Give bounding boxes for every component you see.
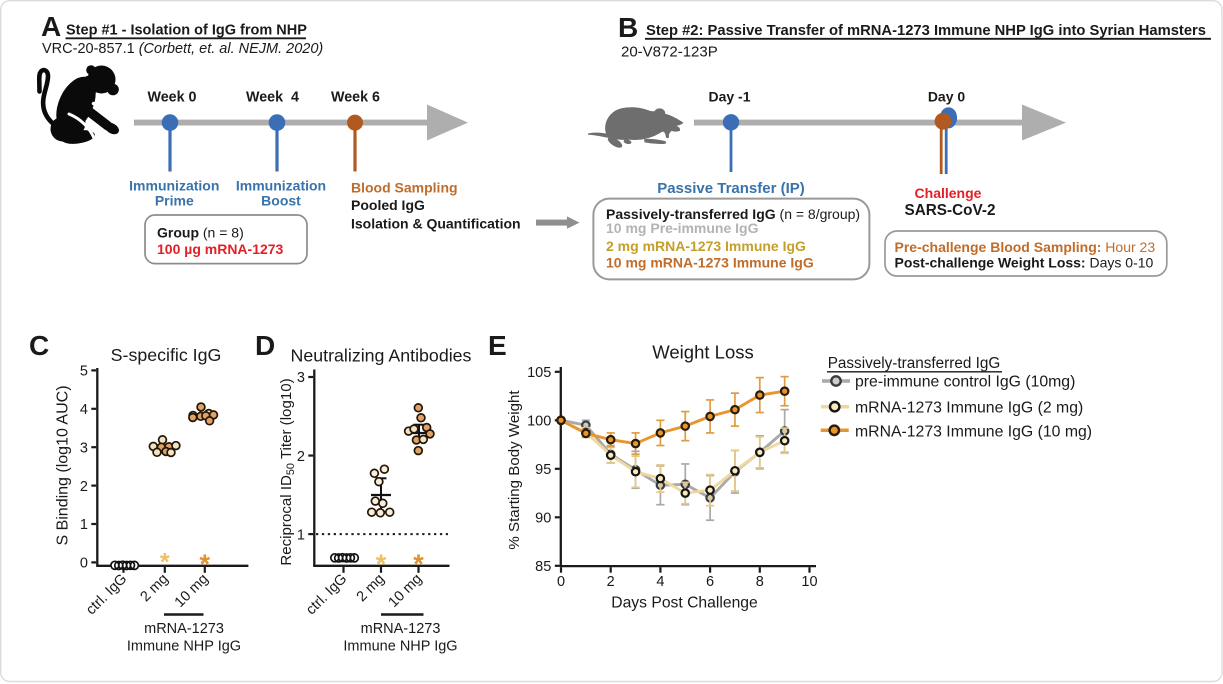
svg-text:Blood Sampling: Blood Sampling	[351, 180, 458, 196]
svg-text:Step #1 - Isolation of IgG fro: Step #1 - Isolation of IgG from NHP	[66, 23, 307, 39]
svg-text:Pre-challenge Blood Sampling:: Pre-challenge Blood Sampling: Hour 23	[895, 239, 1156, 255]
svg-text:mRNA-1273 Immune IgG (10 mg): mRNA-1273 Immune IgG (10 mg)	[855, 423, 1092, 440]
svg-text:S-specific IgG: S-specific IgG	[111, 345, 222, 365]
svg-text:6: 6	[706, 574, 714, 590]
svg-text:100 µg mRNA-1273: 100 µg mRNA-1273	[157, 241, 284, 257]
svg-text:2: 2	[607, 574, 615, 590]
svg-text:3: 3	[297, 370, 305, 386]
svg-text:Passively-transferred IgG (n =: Passively-transferred IgG (n = 8/group)	[606, 206, 860, 222]
svg-text:S Binding (log10 AUC): S Binding (log10 AUC)	[55, 385, 72, 545]
svg-text:Neutralizing Antibodies: Neutralizing Antibodies	[291, 346, 472, 366]
svg-text:Week 6: Week 6	[331, 90, 380, 106]
svg-text:mRNA-1273: mRNA-1273	[144, 621, 224, 637]
svg-text:*: *	[160, 549, 170, 577]
svg-text:4: 4	[80, 402, 88, 418]
svg-text:SARS-CoV-2: SARS-CoV-2	[905, 202, 996, 219]
svg-text:Pooled IgG: Pooled IgG	[351, 197, 425, 213]
svg-text:Immune NHP IgG: Immune NHP IgG	[127, 639, 241, 655]
svg-text:Passively-transferred IgG: Passively-transferred IgG	[828, 355, 1001, 372]
svg-text:mRNA-1273: mRNA-1273	[361, 621, 441, 637]
svg-text:Week 0: Week 0	[147, 90, 196, 106]
svg-text:Day 0: Day 0	[928, 89, 966, 105]
svg-text:90: 90	[535, 511, 551, 527]
svg-text:2: 2	[80, 479, 88, 495]
svg-text:1: 1	[297, 527, 305, 543]
svg-text:VRC-20-857.1 (Corbett, et. al.: VRC-20-857.1 (Corbett, et. al. NEJM. 202…	[42, 41, 323, 57]
svg-text:Immunization: Immunization	[236, 178, 326, 194]
svg-text:Day -1: Day -1	[708, 89, 750, 105]
svg-text:Week 4: Week 4	[246, 90, 299, 106]
svg-text:Challenge: Challenge	[915, 185, 982, 201]
svg-text:105: 105	[527, 365, 551, 381]
svg-text:Prime: Prime	[155, 192, 194, 208]
svg-text:B: B	[618, 12, 638, 43]
svg-text:pre-immune control IgG (10mg): pre-immune control IgG (10mg)	[855, 374, 1075, 391]
svg-text:5: 5	[80, 364, 88, 380]
svg-text:10: 10	[801, 574, 817, 590]
svg-text:Group (n = 8): Group (n = 8)	[157, 225, 244, 241]
svg-text:20-V872-123P: 20-V872-123P	[621, 44, 718, 61]
svg-text:8: 8	[756, 574, 764, 590]
svg-text:D: D	[255, 330, 275, 361]
svg-text:Immunization: Immunization	[129, 178, 219, 194]
svg-text:*: *	[376, 549, 387, 579]
svg-text:1: 1	[80, 517, 88, 533]
svg-text:Isolation & Quantification: Isolation & Quantification	[351, 216, 521, 232]
svg-text:10 mg Pre-immune IgG: 10 mg Pre-immune IgG	[606, 220, 759, 236]
svg-text:0: 0	[80, 556, 88, 572]
svg-text:Post-challenge Weight Loss: Da: Post-challenge Weight Loss: Days 0-10	[895, 255, 1154, 271]
svg-text:A: A	[41, 11, 61, 42]
svg-text:E: E	[488, 330, 507, 361]
svg-text:95: 95	[535, 462, 551, 478]
svg-text:Weight Loss: Weight Loss	[652, 342, 753, 363]
svg-text:Days Post Challenge: Days Post Challenge	[611, 595, 758, 612]
svg-text:100: 100	[527, 414, 551, 430]
svg-text:mRNA-1273 Immune IgG (2 mg): mRNA-1273 Immune IgG (2 mg)	[855, 399, 1083, 416]
svg-text:*: *	[413, 549, 424, 579]
svg-text:Boost: Boost	[261, 192, 301, 208]
svg-text:C: C	[29, 330, 49, 361]
svg-text:0: 0	[557, 574, 565, 590]
svg-text:Passive Transfer (IP): Passive Transfer (IP)	[657, 180, 805, 197]
svg-text:3: 3	[80, 440, 88, 456]
svg-text:Immune NHP IgG: Immune NHP IgG	[343, 639, 457, 655]
svg-text:4: 4	[656, 574, 664, 590]
svg-text:*: *	[200, 549, 211, 579]
svg-text:Reciprocal ID50 Titer (log10): Reciprocal ID50 Titer (log10)	[278, 378, 297, 565]
svg-text:2 mg mRNA-1273 Immune IgG: 2 mg mRNA-1273 Immune IgG	[606, 238, 806, 254]
svg-text:2: 2	[297, 449, 305, 465]
svg-text:% Starting Body Weight: % Starting Body Weight	[506, 390, 523, 550]
svg-text:Step #2: Passive Transfer of m: Step #2: Passive Transfer of mRNA-1273 I…	[646, 22, 1206, 39]
svg-text:85: 85	[535, 559, 551, 575]
svg-text:10 mg mRNA-1273 Immune IgG: 10 mg mRNA-1273 Immune IgG	[606, 255, 814, 271]
